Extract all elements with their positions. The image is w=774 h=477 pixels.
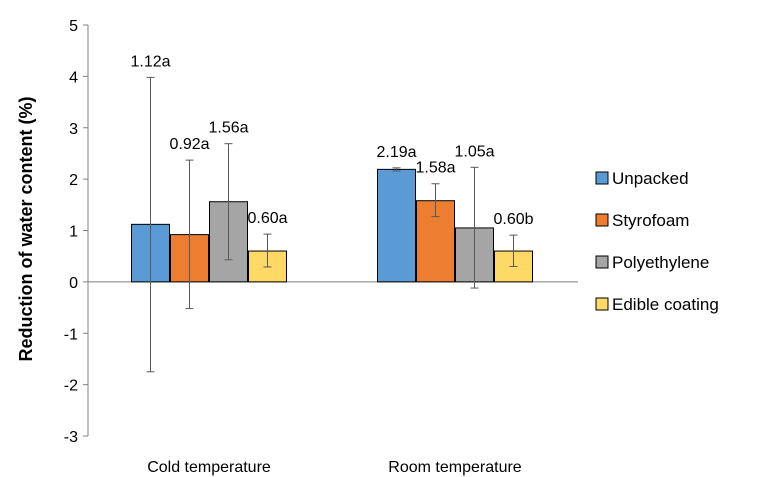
bars [131, 168, 533, 283]
data-label: 0.92a [169, 136, 209, 153]
legend-swatch [595, 255, 609, 269]
legend-swatch [595, 213, 609, 227]
y-tick-label: -1 [64, 326, 78, 343]
legend-label: Unpacked [612, 169, 689, 188]
legend-label: Edible coating [612, 295, 719, 314]
x-tick-label: Cold temperature [147, 459, 271, 476]
error-bars [146, 76, 518, 373]
legend-swatch [595, 171, 609, 185]
y-axis-label: Reduction of water content (%) [16, 96, 36, 361]
data-label: 0.60a [247, 210, 287, 227]
data-label: 1.05a [454, 143, 494, 160]
y-tick-label: 4 [69, 69, 78, 86]
legend: Unpacked Styrofoam Polyethylene Edible coat… [595, 169, 719, 314]
data-labels: 1.12a 2.19a 0.92a 1.58a 1.56a 1.05a 0.60a 0.60b [130, 53, 533, 228]
data-label: 1.56a [208, 120, 248, 137]
data-label: 2.19a [376, 144, 416, 161]
bar [377, 168, 416, 283]
x-tick-labels: Cold temperature Room temperature [147, 459, 522, 476]
legend-label: Styrofoam [612, 211, 689, 230]
legend-label: Polyethylene [612, 253, 709, 272]
data-label: 1.58a [415, 160, 455, 177]
y-tick-label: -2 [64, 378, 78, 395]
data-label: 1.12a [130, 53, 170, 70]
y-tick-label: 0 [69, 275, 78, 292]
y-tick-label: 5 [69, 18, 78, 35]
y-tick-label: 1 [69, 224, 78, 241]
y-tick-label: -3 [64, 429, 78, 446]
legend-swatch [595, 297, 609, 311]
y-tick-label: 2 [69, 172, 78, 189]
data-label: 0.60b [493, 211, 533, 228]
x-tick-label: Room temperature [388, 459, 521, 476]
y-tick-label: 3 [69, 121, 78, 138]
